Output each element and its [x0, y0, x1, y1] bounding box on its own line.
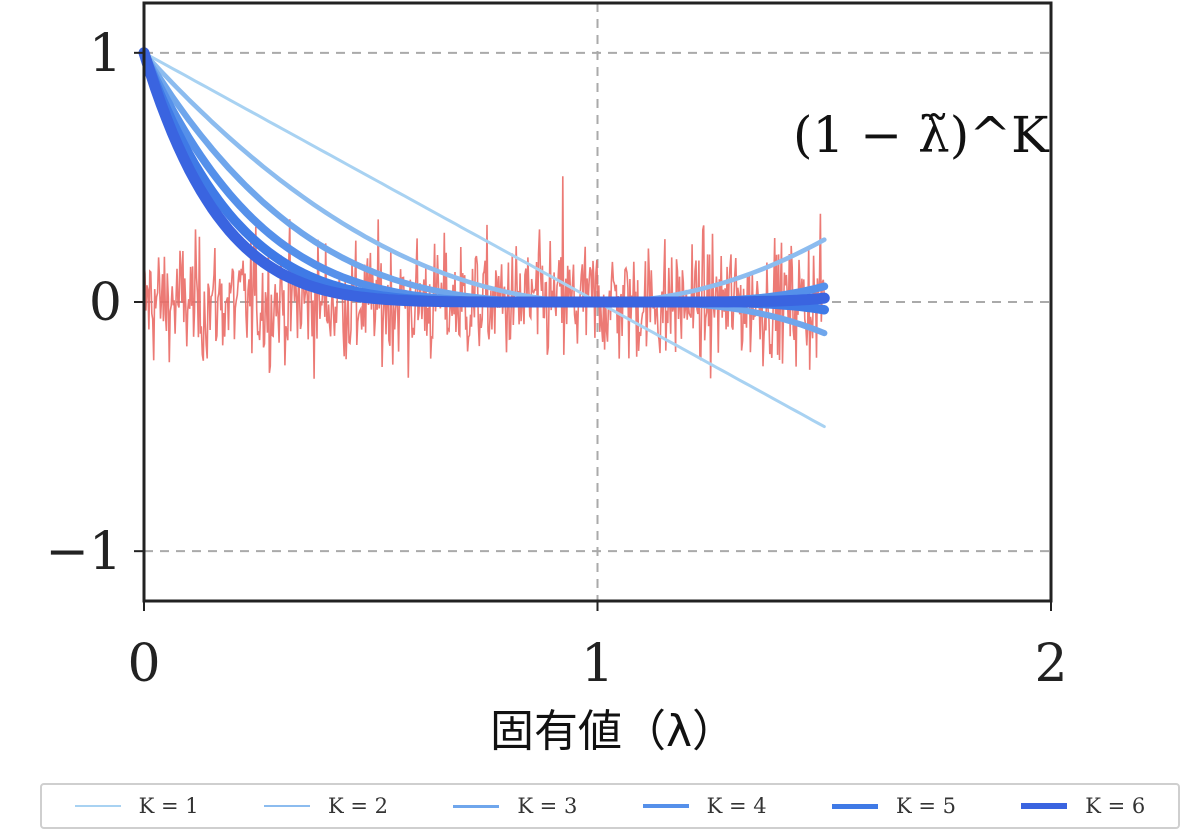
series-lines	[138, 47, 830, 429]
legend-swatch	[74, 805, 121, 807]
series-line-k2	[141, 50, 827, 305]
legend-label: K = 2	[327, 794, 388, 818]
legend-swatch	[831, 803, 878, 809]
legend-label: K = 1	[138, 794, 199, 818]
y-tick-label: 1	[89, 24, 122, 84]
legend-item-k5: K = 5	[831, 794, 956, 818]
x-tick-label: 2	[1034, 634, 1067, 694]
legend-item-k1: K = 1	[74, 794, 199, 818]
legend-swatch	[1021, 803, 1068, 809]
legend: K = 1 K = 2 K = 3 K = 4 K = 5 K = 6	[40, 783, 1180, 829]
legend-swatch	[453, 804, 500, 808]
legend-label: K = 5	[895, 794, 956, 818]
legend-item-k2: K = 2	[263, 794, 388, 818]
legend-label: K = 4	[706, 794, 767, 818]
x-axis-label: 固有値（λ）	[490, 706, 736, 757]
noise-signal	[143, 176, 826, 379]
legend-label: K = 6	[1085, 794, 1146, 818]
axis-ticks: 0 1 210−1	[45, 24, 1067, 694]
noise-line	[143, 176, 826, 379]
y-tick-label: 0	[89, 273, 122, 333]
annotation-formula: (1 − λ̃)^K	[793, 106, 1050, 164]
legend-item-k3: K = 3	[453, 794, 577, 818]
grid	[144, 3, 1051, 601]
x-tick-label: 1	[581, 634, 614, 694]
series-line-k1	[142, 51, 826, 429]
legend-swatch	[263, 805, 310, 807]
legend-label: K = 3	[517, 794, 578, 818]
eigenvalue-chart: 0 1 210−1 (1 − λ̃)^K 固有値（λ）	[45, 1, 1068, 757]
series-line-k6	[138, 47, 830, 308]
legend-swatch	[642, 804, 689, 808]
legend-item-k6: K = 6	[1021, 794, 1145, 818]
legend-item-k4: K = 4	[642, 794, 767, 818]
x-tick-label: 0	[127, 634, 160, 694]
y-tick-label: −1	[45, 522, 122, 582]
